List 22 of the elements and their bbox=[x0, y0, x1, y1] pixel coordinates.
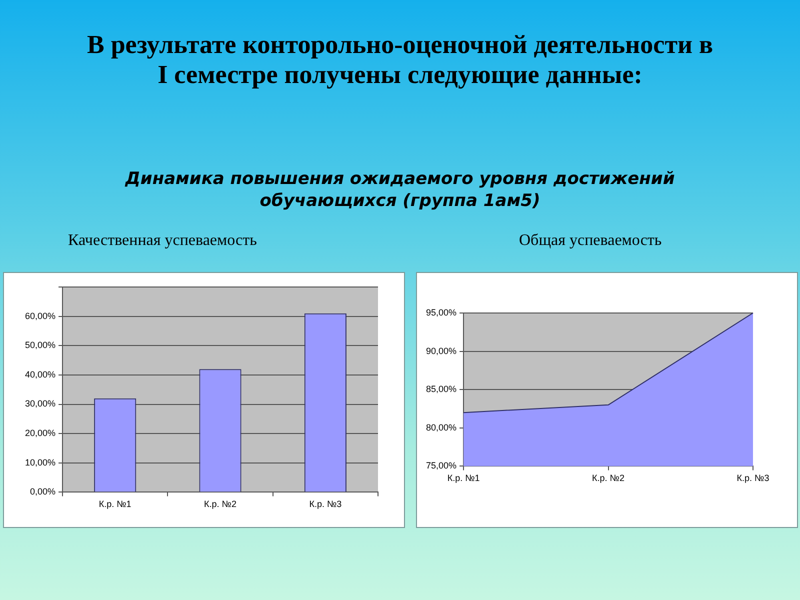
y-tick-label: 90,00% bbox=[426, 346, 457, 356]
y-tick-label: 20,00% bbox=[24, 428, 56, 438]
x-tick-label: К.р. №1 bbox=[447, 473, 480, 484]
y-tick-label: 10,00% bbox=[24, 457, 56, 468]
text: В результате конторольно-оценочной деятельности в I семестре получены следующие данные: bbox=[86, 30, 714, 90]
y-tick-label: 30,00% bbox=[24, 398, 56, 409]
text: Динамика повышения ожидаемого уровня достижений обучающихся (группа 1ам5) bbox=[124, 168, 676, 212]
y-tick-label: 85,00% bbox=[426, 384, 457, 394]
x-tick-label: К.р. №1 bbox=[98, 499, 132, 510]
y-tick-label: 95,00% bbox=[426, 307, 457, 318]
x-tick-label: К.р. №2 bbox=[592, 473, 624, 484]
y-tick-label: 80,00% bbox=[426, 422, 457, 432]
x-tick-label: К.р. №3 bbox=[309, 499, 342, 510]
y-tick-label: 40,00% bbox=[24, 369, 56, 380]
y-tick-label: 75,00% bbox=[426, 460, 457, 471]
chart-title: Общая успеваемость bbox=[519, 232, 662, 250]
x-tick-label: К.р. №2 bbox=[204, 499, 236, 510]
y-tick-label: 60,00% bbox=[24, 310, 56, 321]
x-tick-label: К.р. №3 bbox=[736, 473, 770, 484]
y-tick-label: 50,00% bbox=[24, 340, 56, 350]
chart-title: Качественная успеваемость bbox=[68, 232, 257, 250]
y-tick-label: 0,00% bbox=[30, 486, 56, 497]
